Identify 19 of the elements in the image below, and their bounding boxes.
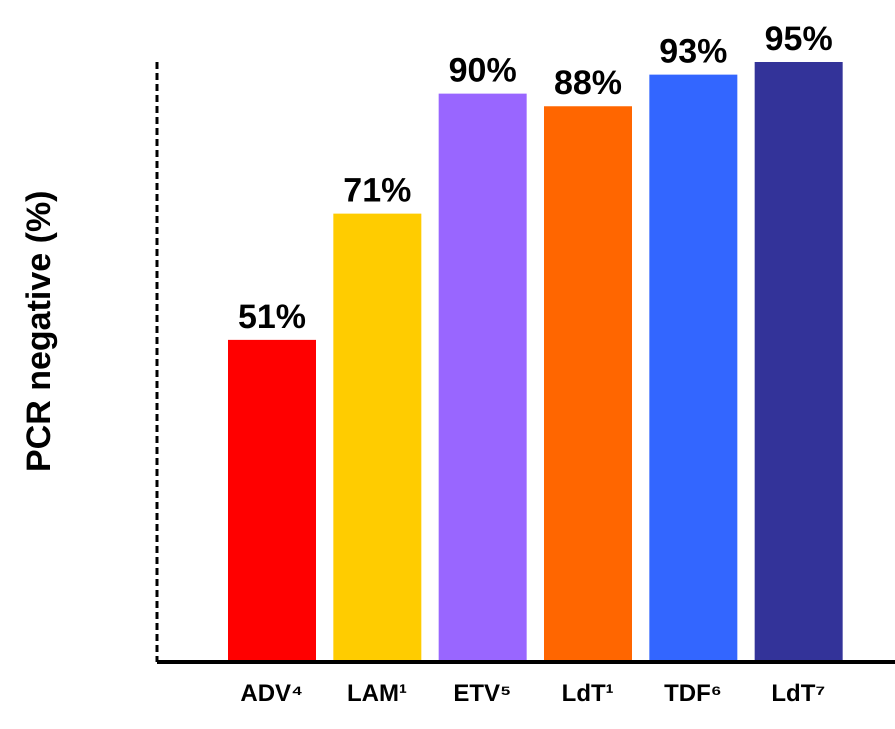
data-label: 95% [764, 20, 833, 58]
bar [438, 94, 527, 662]
bar [228, 340, 316, 662]
x-tick-label: TDF⁶ [664, 680, 722, 708]
bar [649, 74, 738, 662]
bar [333, 214, 422, 662]
data-label: 90% [448, 52, 517, 90]
y-axis-title: PCR negative (%) [20, 190, 58, 472]
bar [754, 62, 843, 662]
bar [544, 106, 632, 662]
x-tick-label: ETV⁵ [453, 680, 512, 708]
x-tick-label: LdT⁷ [771, 680, 826, 708]
data-label: 51% [238, 298, 306, 336]
data-label: 93% [659, 32, 728, 71]
data-label: 88% [554, 64, 622, 102]
data-label: 71% [343, 172, 412, 210]
x-tick-label: LAM¹ [347, 680, 407, 708]
x-tick-label: ADV⁴ [240, 680, 303, 708]
x-tick-label: LdT¹ [562, 680, 614, 708]
